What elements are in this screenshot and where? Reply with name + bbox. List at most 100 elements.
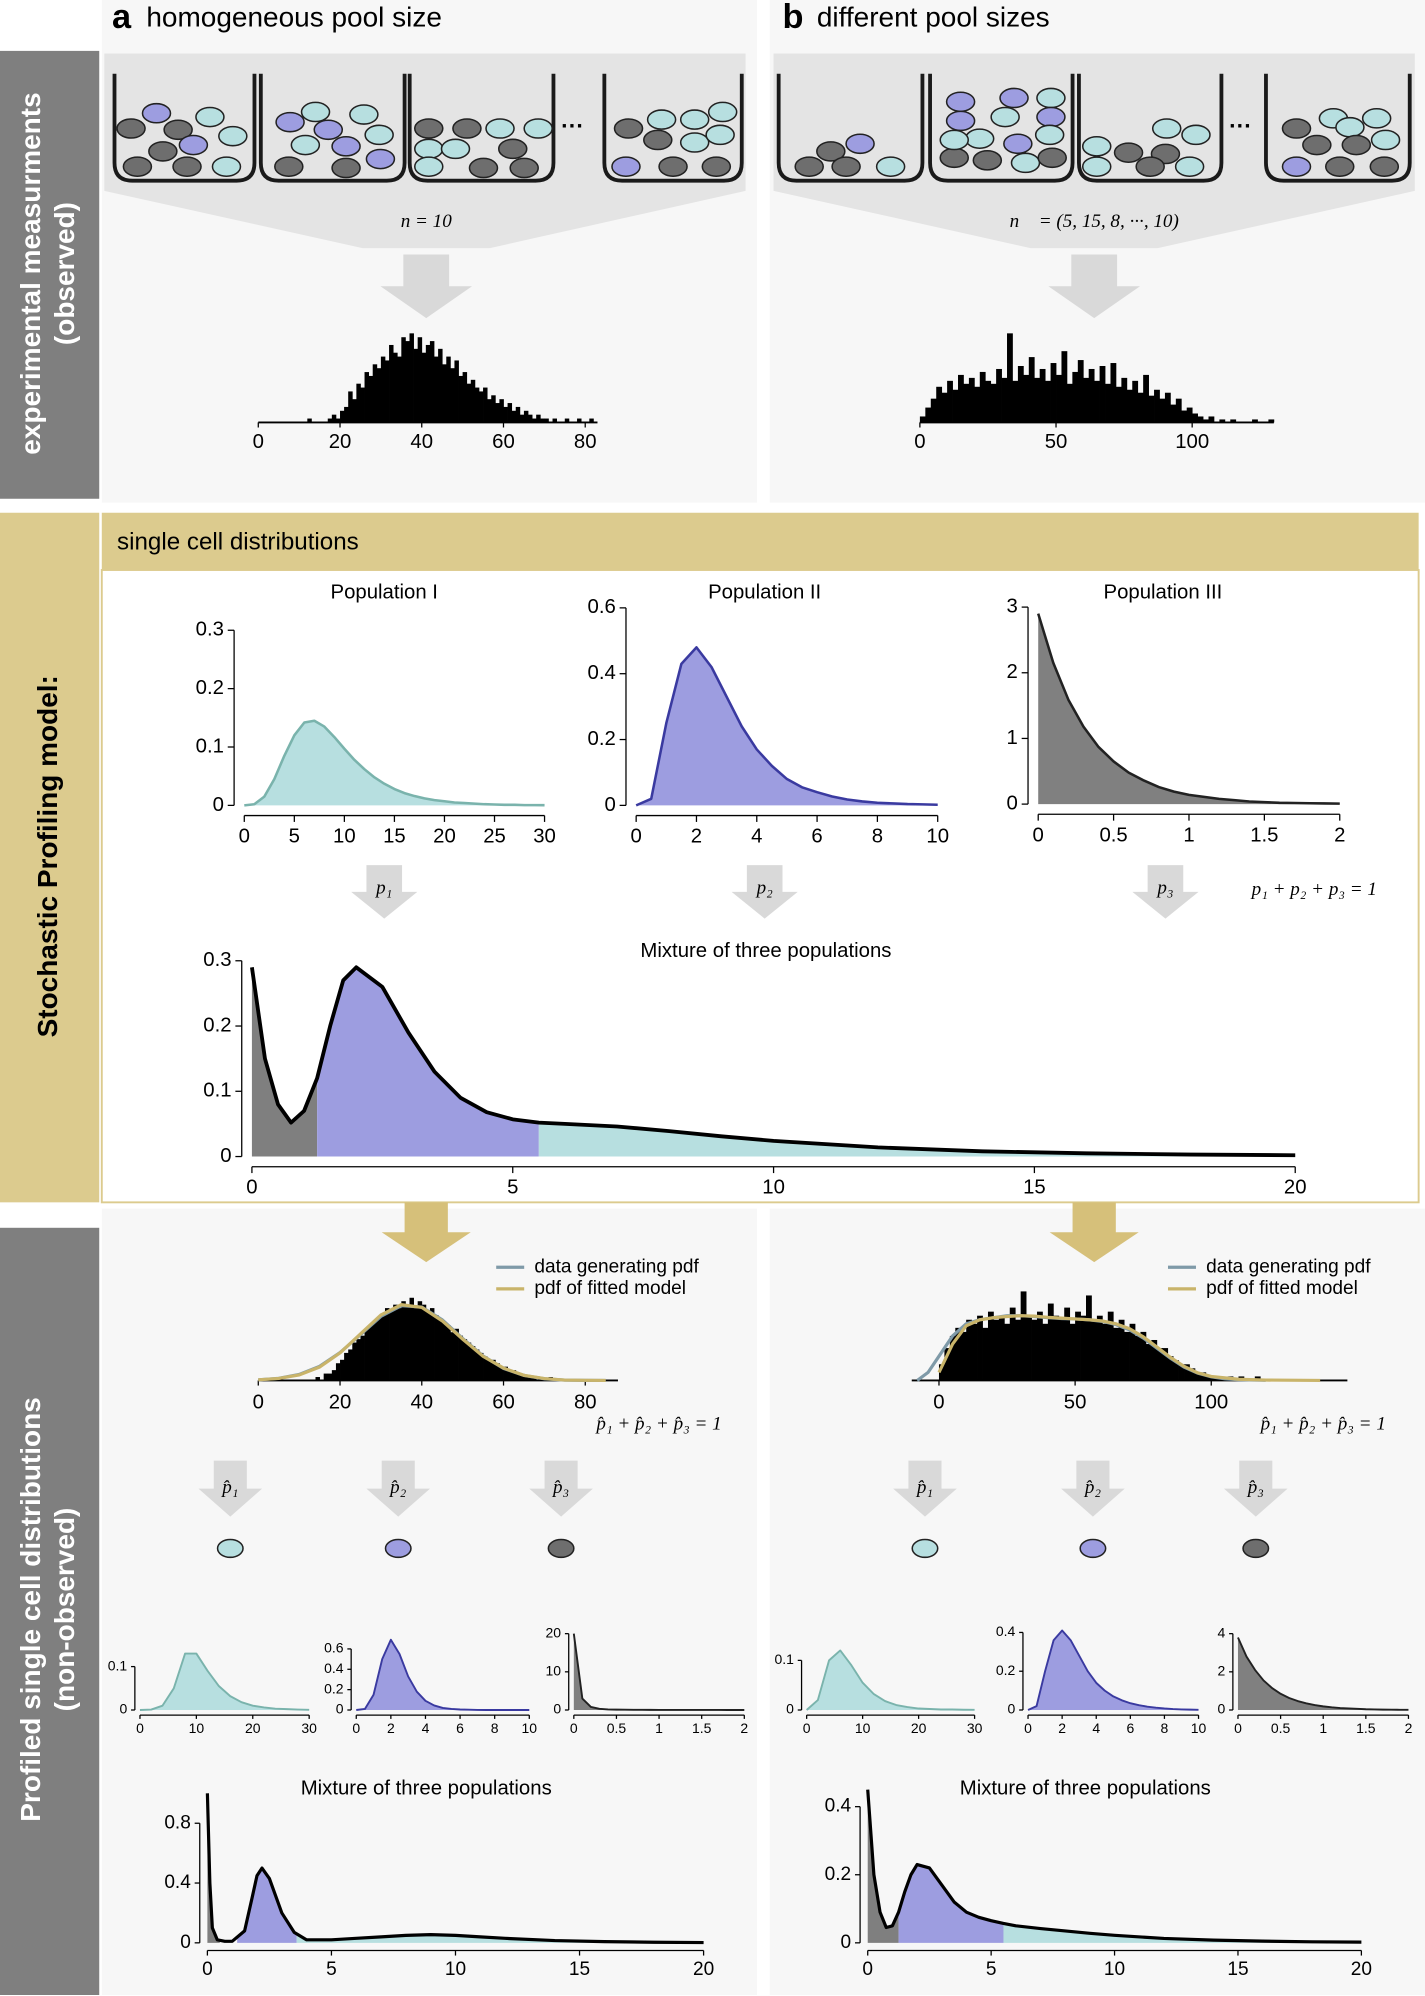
pool-beaker [776, 73, 925, 183]
histogram-bar [1075, 1311, 1081, 1381]
histogram-bar [1066, 383, 1073, 423]
density-area [806, 1650, 975, 1710]
y-tick-label: 0 [841, 1932, 852, 1953]
histogram-bar [421, 1304, 427, 1381]
x-tick-label: 20 [433, 826, 456, 848]
histogram-bar [421, 352, 427, 423]
y-tick-label: 4 [1217, 1624, 1225, 1640]
histogram-bar [552, 418, 557, 423]
histogram-bar [523, 1377, 529, 1381]
density-area [636, 647, 938, 806]
header-band [101, 512, 1419, 570]
population-area [237, 1868, 297, 1943]
histogram-bar [1045, 380, 1051, 423]
histogram-bar [1140, 1331, 1147, 1381]
histogram-bar [397, 1308, 402, 1381]
cell [939, 129, 969, 151]
histogram-bar [507, 403, 513, 423]
cell [216, 1538, 244, 1559]
pool-beaker [407, 73, 556, 183]
cell [313, 119, 344, 141]
histogram-bar [577, 418, 582, 423]
histogram-bar [478, 1352, 484, 1381]
population-area [538, 1122, 1296, 1157]
histogram-bar [519, 414, 525, 423]
x-tick-label: 15 [569, 1959, 590, 1980]
histogram-bar [458, 375, 464, 423]
histogram-bar [1069, 1323, 1076, 1381]
histogram-bar [979, 371, 986, 423]
flow-arrow [380, 254, 473, 319]
histogram-bar [511, 1370, 517, 1381]
histogram-bar [1197, 416, 1204, 423]
histogram-bar [434, 356, 439, 423]
x-tick-label: 6 [1126, 1720, 1134, 1736]
histogram-bar [1099, 366, 1106, 423]
x-tick-label: 30 [533, 826, 556, 848]
histogram-bar [483, 387, 488, 423]
histogram-bar [1175, 398, 1182, 423]
histogram-bar [1252, 419, 1258, 423]
histogram-bar [393, 352, 398, 423]
histogram-bar [380, 356, 386, 423]
density-line [635, 646, 938, 807]
cell [845, 133, 875, 155]
x-tick-label: 0 [246, 1177, 257, 1199]
cell [679, 132, 710, 153]
histogram-bar [429, 1308, 435, 1381]
y-tick-label: 2 [1007, 661, 1018, 683]
histogram-bar [1015, 1319, 1022, 1381]
histogram-bar [1031, 1319, 1038, 1381]
histogram-bar [368, 1325, 374, 1381]
cell [414, 118, 444, 139]
weight-arrow [1132, 865, 1199, 919]
histogram-bar [1121, 377, 1128, 423]
histogram-bar [401, 337, 406, 423]
density-line [572, 1633, 745, 1711]
histogram-bar [438, 1318, 443, 1381]
cell [116, 118, 146, 139]
x-tick-label: 0 [933, 1392, 944, 1414]
x-tick-label: 1.5 [1356, 1720, 1376, 1736]
x-tick-label: 0 [1234, 1720, 1242, 1736]
x-tick-label: 10 [855, 1720, 871, 1736]
cell [999, 87, 1029, 109]
y-tick-label: 0.2 [588, 728, 616, 750]
histogram-bar [1050, 363, 1057, 423]
cell [349, 104, 379, 125]
cell [1335, 116, 1365, 138]
histogram-bar [413, 1308, 419, 1381]
histogram-bar [1156, 1348, 1163, 1381]
histogram-bar [1115, 386, 1122, 423]
cell [211, 156, 242, 177]
cell [274, 156, 304, 177]
cell [1010, 152, 1041, 174]
y-tick-label: 0 [213, 794, 224, 816]
histogram-bar [344, 1352, 349, 1381]
cell [509, 157, 539, 179]
cell [990, 106, 1020, 128]
y-tick-label: 2 [1217, 1663, 1225, 1679]
cell [875, 156, 906, 177]
x-tick-label: 100 [1175, 431, 1209, 453]
histogram-bar [470, 379, 476, 423]
density-line [250, 965, 1296, 1158]
histogram-bar [380, 1314, 386, 1381]
flow-arrow [1049, 1202, 1139, 1263]
histogram-bar [429, 341, 435, 423]
y-tick-label: 0.6 [324, 1640, 344, 1656]
histogram-bar [974, 386, 981, 423]
cell [964, 128, 995, 149]
cell [364, 124, 394, 146]
cell [1081, 136, 1112, 157]
panel-letter: b [782, 0, 803, 36]
histogram-bar [434, 1314, 439, 1381]
y-tick-label: 0 [604, 794, 615, 816]
weight-arrow [366, 1460, 431, 1517]
histogram-bar [425, 1311, 431, 1381]
x-tick-label: 6 [456, 1720, 464, 1736]
cell [172, 156, 202, 177]
x-tick-label: 5 [986, 1959, 997, 1980]
histogram-bar [564, 418, 570, 423]
